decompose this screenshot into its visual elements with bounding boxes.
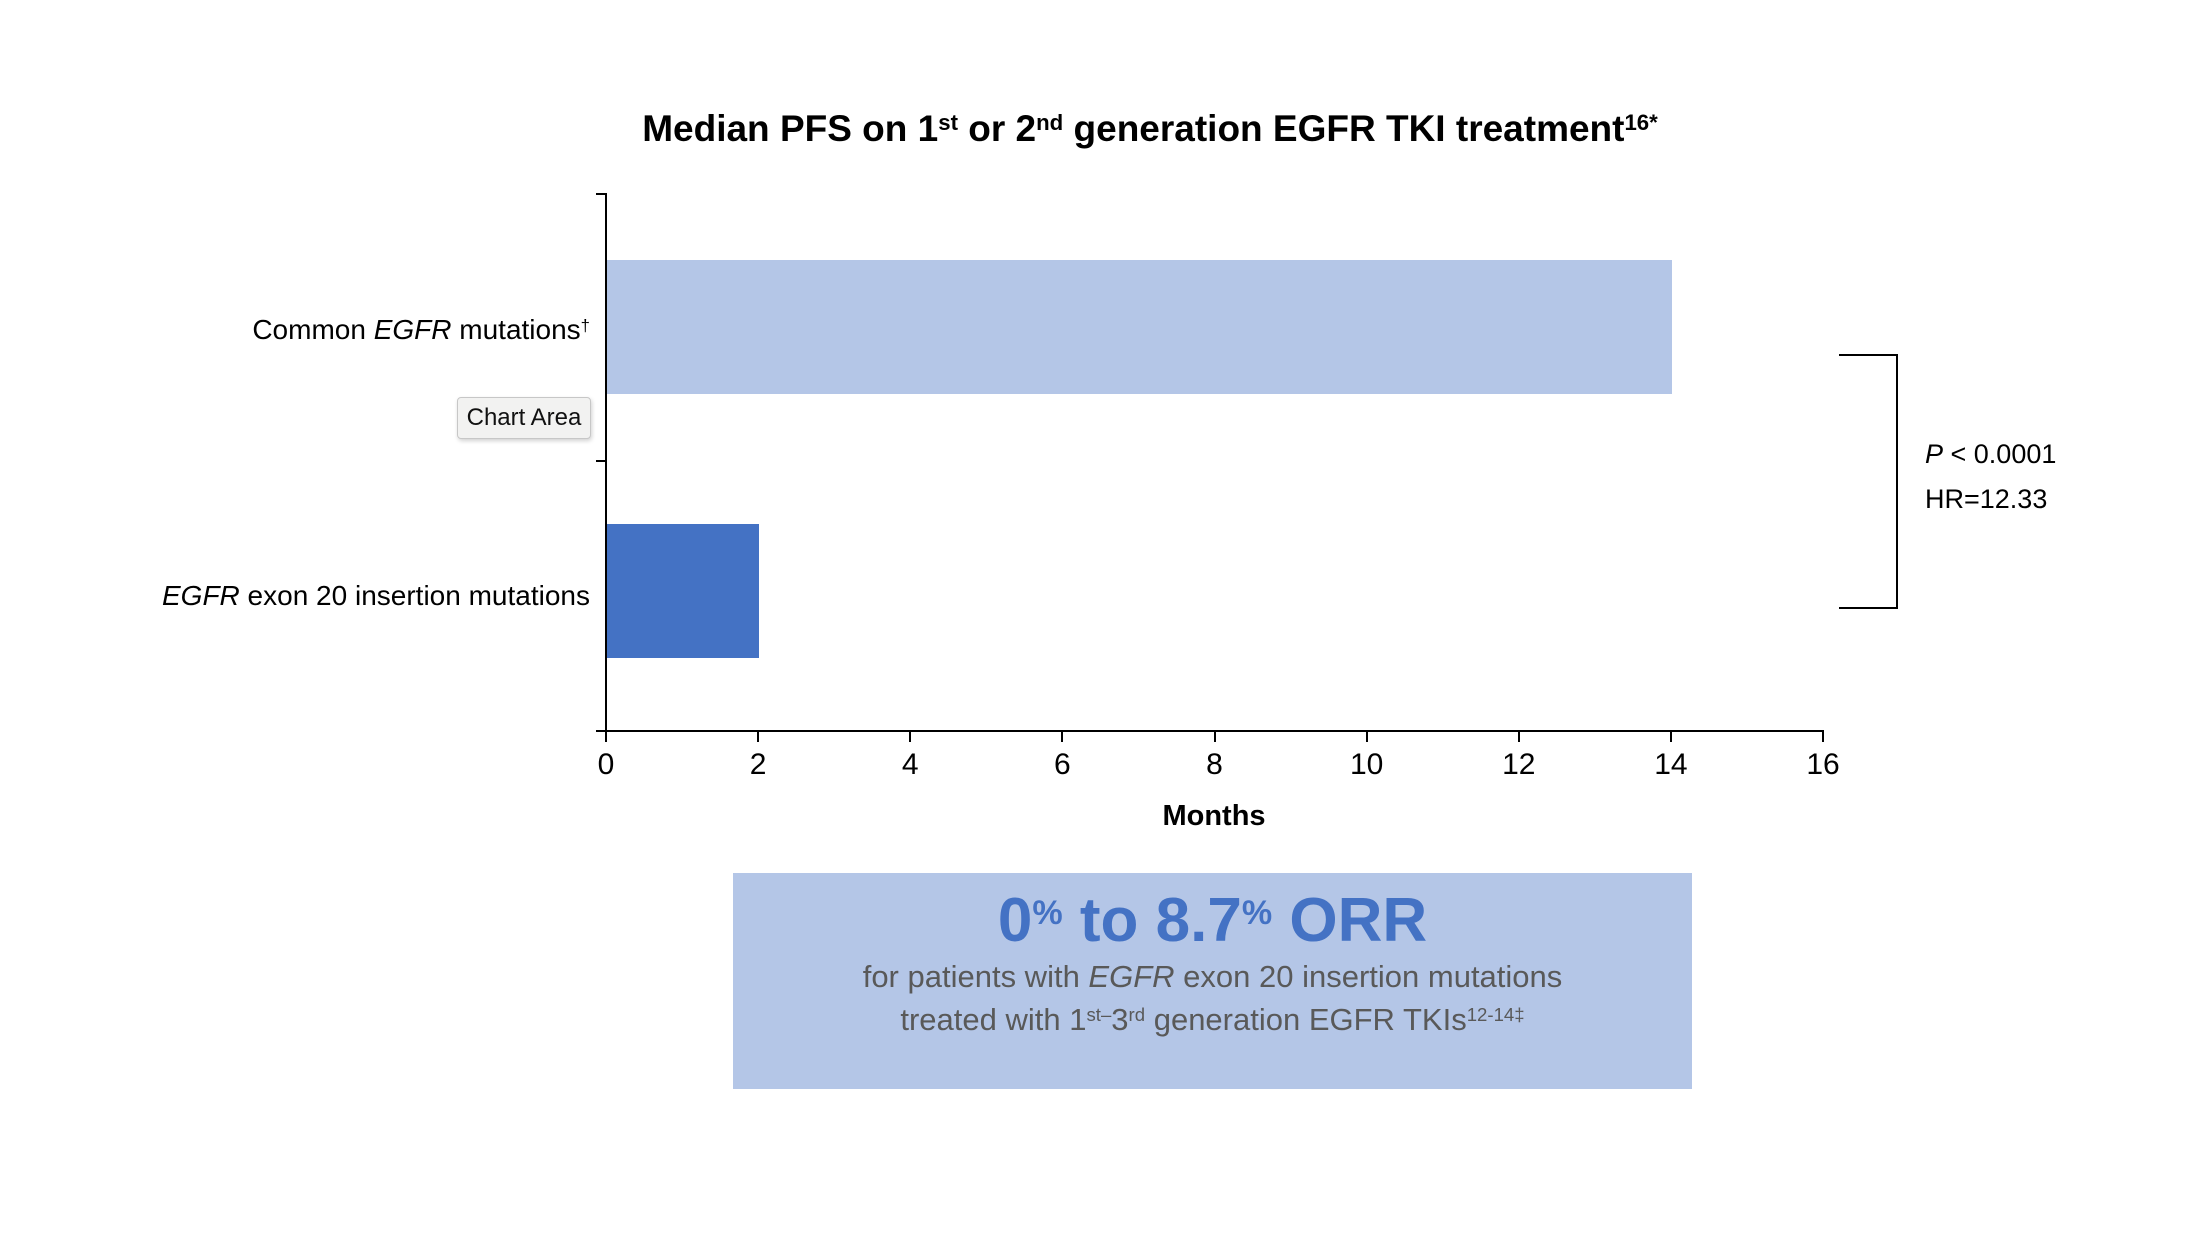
category-label-common-egfr-mutations: Common EGFR mutations† (70, 314, 590, 346)
x-tick-mark (1669, 732, 1672, 742)
label-text: exon 20 insertion mutations (239, 580, 590, 611)
chart-title-superscript: nd (1036, 109, 1064, 135)
text: treated with 1 (900, 1002, 1087, 1038)
ordinal-superscript: st– (1086, 1003, 1112, 1025)
x-tick-label: 8 (1206, 748, 1223, 781)
bar-egfr-exon20-insertion[interactable] (607, 524, 759, 658)
y-axis-tick (596, 193, 606, 195)
ordinal-superscript: rd (1128, 1003, 1146, 1025)
bar-common-egfr-mutations[interactable] (607, 260, 1672, 394)
orr-callout-box: 0% to 8.7% ORR for patients with EGFR ex… (733, 873, 1692, 1089)
comparison-bracket (1839, 354, 1898, 609)
text: generation EGFR TKIs (1145, 1002, 1467, 1038)
orr-headline: 0% to 8.7% ORR (733, 886, 1692, 955)
chart-title-text: generation EGFR TKI treatment (1063, 108, 1625, 149)
orr-value: to 8.7 (1062, 886, 1242, 955)
hazard-ratio-line: HR=12.33 (1925, 484, 2048, 514)
text: for patients with (862, 959, 1089, 995)
x-tick-label: 16 (1806, 748, 1840, 781)
x-tick-mark (757, 732, 760, 742)
chart-title-text: Median PFS on 1 (642, 108, 939, 149)
percent-sign: % (1241, 893, 1273, 932)
reference-superscript: 12-14‡ (1466, 1003, 1525, 1025)
x-tick-label: 10 (1349, 748, 1384, 781)
stats-annotation: P < 0.0001 HR=12.33 (1925, 432, 2056, 522)
label-text: mutations (451, 314, 581, 345)
x-tick-mark (909, 732, 912, 742)
category-label-egfr-exon20-insertion: EGFR exon 20 insertion mutations (70, 580, 590, 612)
gene-name: EGFR (373, 314, 452, 345)
label-text: Common (252, 314, 374, 345)
y-axis-tick (596, 460, 606, 462)
chart-title: Median PFS on 1st or 2nd generation EGFR… (500, 108, 1800, 150)
text: exon 20 insertion mutations (1174, 959, 1563, 995)
x-axis-title: Months (1162, 800, 1266, 832)
dagger-footnote: † (580, 315, 590, 335)
chart-area-tooltip: Chart Area (457, 397, 591, 439)
orr-label: ORR (1272, 886, 1428, 955)
text: 3 (1111, 1002, 1129, 1038)
chart-title-superscript: st (938, 109, 958, 135)
y-axis-tick (596, 730, 606, 732)
x-tick-label: 12 (1502, 748, 1536, 781)
x-tick-label: 14 (1654, 748, 1688, 781)
x-tick-mark (1517, 732, 1520, 742)
tooltip-label: Chart Area (466, 404, 582, 431)
x-tick-mark (1365, 732, 1368, 742)
x-tick-label: 0 (597, 748, 615, 781)
chart-title-reference: 16* (1624, 109, 1658, 135)
orr-description-line-2: treated with 1st–3rd generation EGFR TKI… (733, 998, 1692, 1045)
p-symbol: P (1925, 439, 1944, 469)
gene-name: EGFR (1088, 959, 1175, 995)
x-tick-mark (1213, 732, 1216, 742)
p-value-line: P < 0.0001 (1925, 432, 2056, 477)
x-tick-mark (1822, 732, 1824, 742)
x-axis-line (605, 730, 1824, 732)
x-tick-label: 6 (1054, 748, 1071, 781)
orr-value: 0 (997, 886, 1033, 955)
x-tick-mark (1061, 732, 1064, 742)
x-tick-label: 4 (901, 748, 919, 781)
percent-sign: % (1032, 893, 1063, 932)
y-axis-line (605, 193, 607, 742)
gene-name: EGFR (162, 580, 240, 611)
p-value-text: < 0.0001 (1943, 439, 2057, 469)
orr-description-line-1: for patients with EGFR exon 20 insertion… (733, 955, 1692, 998)
chart-title-text: or 2 (957, 108, 1037, 149)
x-tick-label: 2 (749, 748, 767, 781)
